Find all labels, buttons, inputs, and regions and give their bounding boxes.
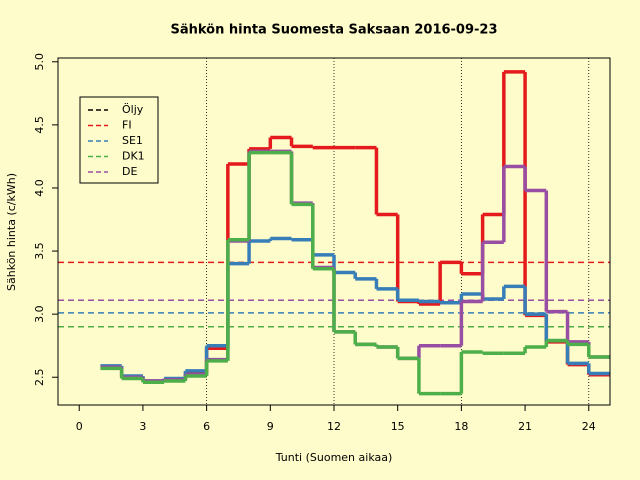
y-tick-label: 3.5 xyxy=(33,242,46,259)
legend-label: FI xyxy=(122,119,132,132)
x-tick-label: 24 xyxy=(582,420,596,433)
y-axis-label: Sähkön hinta (c/kWh) xyxy=(5,173,18,291)
x-tick-label: 21 xyxy=(518,420,532,433)
y-tick-label: 3.0 xyxy=(33,305,46,323)
y-tick-label: 5.0 xyxy=(33,53,46,71)
plot-frame xyxy=(57,57,611,406)
y-tick-label: 4.0 xyxy=(33,179,46,197)
legend-label: SE1 xyxy=(122,134,143,147)
x-tick-label: 12 xyxy=(327,420,341,433)
x-tick-label: 18 xyxy=(454,420,468,433)
y-tick-label: 4.5 xyxy=(33,116,46,134)
y-tick-label: 2.5 xyxy=(33,368,46,386)
x-axis-label: Tunti (Suomen aikaa) xyxy=(275,451,393,464)
x-tick-label: 9 xyxy=(267,420,274,433)
x-tick-label: 3 xyxy=(139,420,146,433)
chart-title: Sähkön hinta Suomesta Saksaan 2016-09-23 xyxy=(170,23,497,38)
legend-label: DK1 xyxy=(122,150,145,163)
legend-box xyxy=(79,96,159,184)
legend-label: DE xyxy=(122,165,137,178)
x-tick-label: 15 xyxy=(391,420,405,433)
x-tick-label: 6 xyxy=(203,420,210,433)
x-tick-label: 0 xyxy=(76,420,83,433)
legend-label: Öljy xyxy=(122,103,144,116)
